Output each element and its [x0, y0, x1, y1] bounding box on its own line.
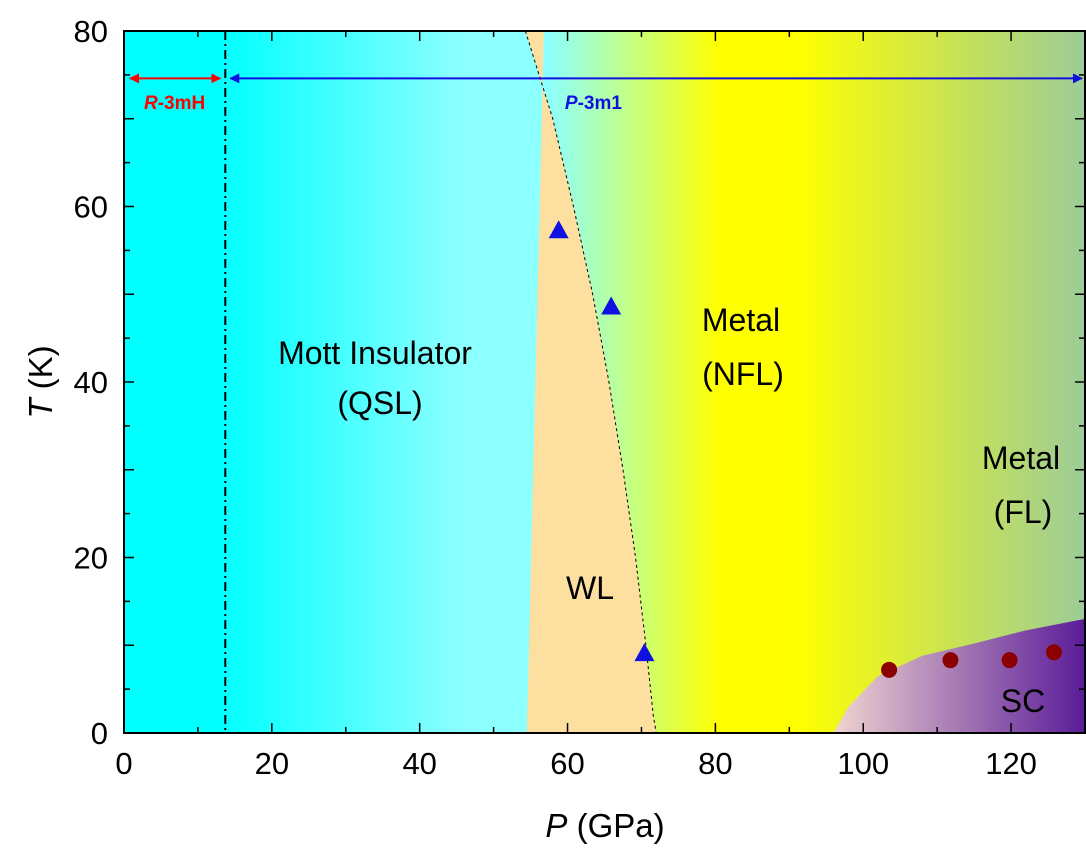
- y-tick-label: 40: [74, 365, 108, 400]
- y-axis-title: T (K): [22, 345, 59, 418]
- region-label-mott-insulator: Mott Insulator: [278, 335, 472, 371]
- circle-point: [1045, 644, 1062, 661]
- y-tick-label: 20: [74, 541, 108, 576]
- crossover-line: [524, 30, 657, 734]
- data-points: [548, 220, 1062, 678]
- region-label-metal-fl: Metal: [982, 440, 1060, 476]
- x-tick-label: 80: [698, 746, 732, 781]
- circle-point: [1001, 652, 1018, 669]
- x-tick-label: 120: [985, 746, 1037, 781]
- phase-label-p3m1: P-3m1: [565, 93, 622, 114]
- wl-region: [525, 31, 657, 733]
- circle-point: [881, 661, 898, 678]
- x-tick-label: 40: [402, 746, 436, 781]
- x-tick-label: 100: [837, 746, 889, 781]
- triangle-point: [634, 643, 655, 662]
- phase-label-r3mh: R-3mH: [144, 93, 205, 114]
- region-label-sc: SC: [1001, 683, 1045, 719]
- y-tick-label: 80: [74, 14, 108, 49]
- plot-area: [124, 30, 1085, 734]
- triangle-point: [601, 296, 622, 315]
- x-tick-label: 0: [115, 746, 132, 781]
- region-label-metal-nfl: Metal: [702, 302, 780, 338]
- x-tick-label: 20: [255, 746, 289, 781]
- x-axis-ticks: 0 20 40 60 80 100 120: [115, 31, 1086, 781]
- circle-point: [942, 652, 959, 669]
- triangle-point: [548, 220, 569, 239]
- region-label-fl: (FL): [994, 494, 1053, 530]
- x-tick-label: 60: [550, 746, 584, 781]
- x-axis-title: P (GPa): [545, 807, 664, 844]
- region-label-wl: WL: [566, 570, 614, 606]
- y-axis-ticks: 0 20 40 60 80: [74, 14, 1085, 751]
- region-label-qsl: (QSL): [337, 385, 422, 421]
- y-tick-label: 0: [91, 716, 108, 751]
- y-tick-label: 60: [74, 190, 108, 225]
- region-label-nfl: (NFL): [702, 356, 784, 392]
- sc-dome-region: [833, 618, 1085, 733]
